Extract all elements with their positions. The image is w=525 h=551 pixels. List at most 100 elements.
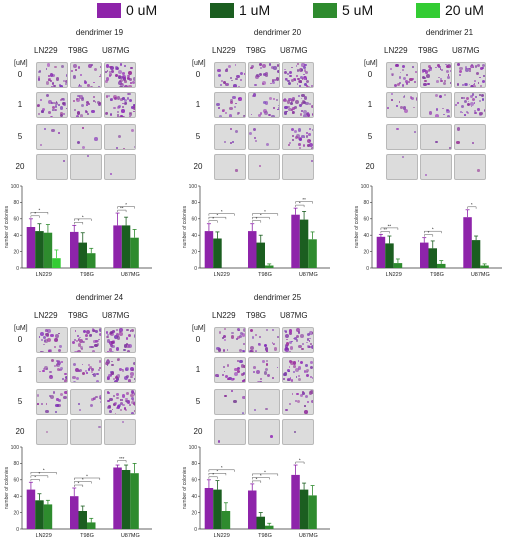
legend-swatch	[313, 3, 337, 18]
plate-column-header: T98G	[68, 46, 89, 55]
concentration-row-label: 5	[367, 132, 373, 141]
colony-well-image	[248, 419, 280, 445]
concentration-unit-label: [uM]	[192, 325, 206, 332]
y-tick-label: 40	[191, 494, 197, 500]
panel-dendrimer-21: dendrimer 21 LN229 T98G U87MG [uM] 0 1 5 20 0 20 40…	[350, 28, 525, 288]
panel-title: dendrimer 24	[75, 293, 124, 302]
bar	[385, 243, 394, 268]
legend-item: 1 uM	[210, 2, 300, 19]
bar	[26, 489, 36, 529]
y-axis-label: number of colonies	[4, 466, 10, 509]
concentration-row-label: 5	[195, 132, 201, 141]
colony-well-image	[70, 154, 102, 180]
concentration-row-label: 0	[17, 335, 23, 344]
colony-well-image	[214, 327, 246, 353]
x-tick-label: LN229	[36, 272, 52, 278]
bar	[213, 489, 222, 529]
colony-well-image	[386, 62, 418, 88]
y-tick-label: 40	[13, 494, 19, 500]
panel-dendrimer-25: dendrimer 25 LN229 T98G U87MG [uM] 0 1 5 20 0 20 40…	[178, 293, 353, 550]
colony-well-image	[248, 389, 280, 415]
colony-well-image	[454, 62, 486, 88]
significance-label: **	[383, 227, 387, 232]
bar	[121, 225, 131, 268]
bar	[480, 265, 489, 268]
colony-well-image	[454, 92, 486, 118]
significance-bracket	[30, 475, 49, 478]
x-tick-label: LN229	[386, 272, 402, 278]
y-axis-label: number of colonies	[182, 205, 188, 248]
x-tick-label: U87MG	[299, 533, 318, 539]
significance-bracket	[252, 216, 270, 220]
y-tick-label: 40	[13, 233, 19, 239]
bar	[308, 239, 317, 268]
colony-well-image	[104, 92, 136, 118]
significance-bracket	[380, 231, 390, 234]
significance-label: *	[39, 208, 41, 213]
colony-well-image	[248, 124, 280, 150]
colony-bar-chart: 0 20 40 60 80 100 number of colonies LN229 T98G U…	[4, 184, 152, 278]
x-tick-label: U87MG	[121, 533, 140, 539]
colony-well-image	[282, 124, 314, 150]
bar	[265, 525, 274, 529]
plate-column-header: U87MG	[102, 46, 130, 55]
significance-label: *	[299, 201, 301, 206]
colony-well-image	[386, 124, 418, 150]
colony-well-image	[214, 62, 246, 88]
significance-bracket	[295, 461, 305, 464]
panel-dendrimer-20: dendrimer 20 LN229 T98G U87MG [uM] 0 1 5 20 0 20 40…	[178, 28, 353, 288]
concentration-row-label: 5	[17, 397, 23, 406]
significance-label: *	[34, 211, 36, 216]
colony-well-image	[282, 62, 314, 88]
y-tick-label: 20	[191, 249, 197, 255]
significance-bracket	[30, 472, 57, 475]
significance-label: *	[471, 202, 473, 207]
x-tick-label: U87MG	[299, 272, 318, 278]
significance-label: **	[120, 206, 124, 211]
significance-label: *	[78, 480, 80, 485]
significance-label: *	[86, 473, 88, 478]
y-tick-label: 20	[13, 510, 19, 516]
legend-swatch	[97, 3, 121, 18]
bar	[43, 232, 53, 268]
colony-well-image	[36, 124, 68, 150]
significance-bracket	[208, 213, 235, 216]
legend-label: 1 uM	[239, 2, 271, 18]
concentration-row-label: 20	[365, 162, 375, 171]
significance-bracket	[74, 481, 92, 484]
bar	[26, 227, 36, 268]
bar	[35, 231, 44, 268]
colony-well-image	[70, 92, 102, 118]
bar	[52, 258, 61, 268]
colony-well-image	[248, 327, 280, 353]
panel-title: dendrimer 25	[253, 293, 302, 302]
significance-bracket	[208, 220, 218, 223]
plate-column-header: LN229	[212, 311, 236, 320]
colony-well-image	[248, 357, 280, 383]
significance-bracket	[30, 212, 49, 215]
y-axis-label: number of colonies	[4, 205, 10, 248]
concentration-row-label: 1	[17, 365, 23, 374]
y-tick-label: 60	[13, 217, 19, 223]
significance-label: *	[82, 214, 84, 219]
significance-bracket	[208, 473, 227, 476]
significance-bracket	[252, 213, 279, 216]
bar	[78, 511, 87, 529]
colony-well-image	[282, 389, 314, 415]
colony-well-image	[70, 327, 102, 353]
concentration-unit-label: [uM]	[364, 60, 378, 67]
bar	[428, 248, 437, 268]
concentration-unit-label: [uM]	[192, 60, 206, 67]
y-tick-label: 100	[189, 445, 198, 451]
bar	[308, 495, 317, 529]
x-tick-label: LN229	[214, 272, 230, 278]
y-tick-label: 80	[13, 200, 19, 206]
bar	[420, 242, 429, 268]
panel-title: dendrimer 21	[425, 28, 474, 37]
significance-label: *	[39, 471, 41, 476]
colony-well-image	[104, 357, 136, 383]
bar	[204, 231, 214, 268]
y-tick-label: 0	[194, 266, 197, 272]
colony-well-image	[36, 357, 68, 383]
significance-label: *	[256, 476, 258, 481]
